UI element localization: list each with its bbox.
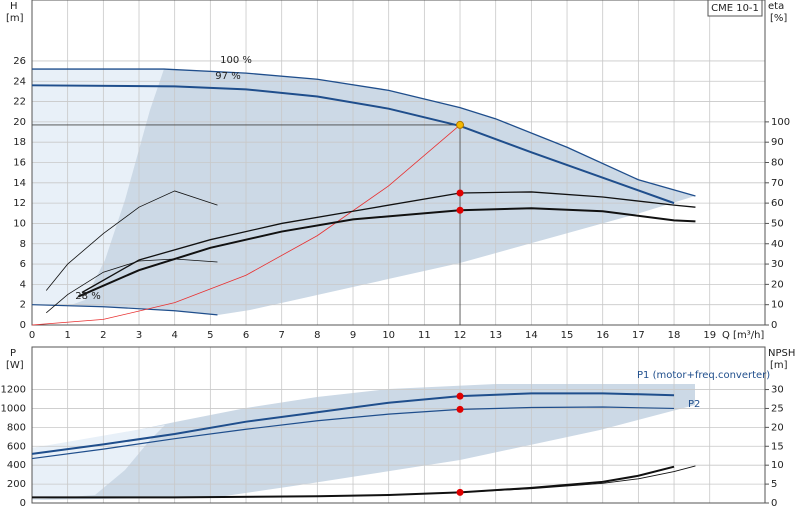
series-line	[31, 406, 675, 460]
y-tick-label: 1000	[1, 403, 26, 414]
y-tick-label: 0	[20, 320, 26, 331]
series-line	[45, 190, 218, 291]
operating-point	[456, 405, 464, 413]
y2-tick-label: 70	[771, 178, 784, 189]
y-tick-label: 10	[13, 218, 26, 229]
series-label: P1 (motor+freq.converter)	[637, 370, 770, 381]
y-tick-label: 22	[13, 97, 26, 108]
y2-tick-label: 30	[771, 259, 784, 270]
y2-tick-label: 15	[771, 441, 784, 452]
series-line	[81, 191, 696, 294]
chart-title: CME 10-1	[711, 3, 759, 14]
y-tick-label: 8	[20, 239, 26, 250]
operating-point	[456, 189, 464, 197]
y-tick-label: 24	[13, 76, 26, 87]
series-line	[460, 465, 696, 493]
x-tick-label: 10	[382, 330, 395, 341]
y-axis-label: P	[10, 348, 16, 359]
y2-tick-label: 25	[771, 403, 784, 414]
y-tick-label: 26	[13, 56, 26, 67]
x-tick-label: 1	[64, 330, 70, 341]
x-tick-label: 0	[29, 330, 35, 341]
title-box	[707, 0, 763, 17]
x-axis-label: Q [m³/h]	[722, 330, 764, 341]
operating-point	[456, 206, 464, 214]
y2-tick-label: 50	[771, 218, 784, 229]
x-tick-label: 6	[243, 330, 249, 341]
y-tick-label: 0	[20, 498, 26, 509]
y2-axis-unit: [m]	[770, 360, 788, 371]
curve-label: 100 %	[220, 55, 252, 66]
series-line	[31, 392, 675, 455]
x-tick-label: 16	[596, 330, 609, 341]
y2-tick-label: 0	[771, 320, 777, 331]
x-tick-label: 3	[136, 330, 142, 341]
plot-frame	[31, 0, 766, 326]
plot-frame	[31, 346, 766, 504]
x-tick-label: 8	[314, 330, 320, 341]
y2-tick-label: 40	[771, 239, 784, 250]
y-tick-label: 14	[13, 178, 26, 189]
x-tick-label: 9	[350, 330, 356, 341]
x-tick-label: 14	[525, 330, 538, 341]
plot-layer: 0 1 2 3 4 5 6 7 8 9 10 11 12 13 14 15 16 17 18 190246810121…	[1, 0, 795, 509]
y-tick-label: 20	[13, 117, 26, 128]
x-tick-label: 2	[100, 330, 106, 341]
range-area	[32, 69, 695, 315]
y-tick-label: 12	[13, 198, 26, 209]
series-line	[32, 68, 696, 197]
x-tick-label: 5	[207, 330, 213, 341]
range-area	[32, 384, 695, 500]
y-axis-unit: [W]	[6, 360, 24, 371]
y-tick-label: 1200	[1, 385, 26, 396]
y-tick-label: 200	[7, 479, 26, 490]
y2-tick-label: 80	[771, 158, 784, 169]
y-tick-label: 800	[7, 422, 26, 433]
y2-axis-label: NPSH	[768, 348, 795, 359]
x-tick-label: 12	[454, 330, 467, 341]
operating-point	[456, 120, 465, 129]
x-tick-label: 4	[171, 330, 177, 341]
y2-tick-label: 20	[771, 279, 784, 290]
curve-label: 97 %	[215, 71, 240, 82]
range-area-light	[32, 69, 164, 306]
y2-axis-label: eta	[768, 1, 784, 12]
y2-tick-label: 30	[771, 385, 784, 396]
y2-axis-unit: [%]	[770, 13, 787, 24]
y-tick-label: 600	[7, 441, 26, 452]
curve-label: 28 %	[75, 291, 100, 302]
x-tick-label: 19	[703, 330, 716, 341]
x-tick-label: 15	[561, 330, 574, 341]
y-tick-label: 18	[13, 137, 26, 148]
operating-point	[456, 488, 464, 496]
y2-tick-label: 100	[771, 117, 790, 128]
y-tick-label: 16	[13, 158, 26, 169]
y2-tick-label: 10	[771, 460, 784, 471]
y-tick-label: 6	[20, 259, 26, 270]
x-tick-label: 11	[418, 330, 431, 341]
series-line	[46, 258, 218, 314]
y-tick-label: 400	[7, 460, 26, 471]
x-tick-label: 18	[668, 330, 681, 341]
y2-tick-label: 0	[771, 498, 777, 509]
y-tick-label: 2	[20, 300, 26, 311]
series-line	[31, 304, 218, 316]
x-tick-label: 17	[632, 330, 645, 341]
x-tick-label: 13	[489, 330, 502, 341]
y-axis-unit: [m]	[6, 13, 24, 24]
operating-point	[456, 392, 464, 400]
y2-tick-label: 90	[771, 137, 784, 148]
y2-tick-label: 20	[771, 422, 784, 433]
series-label: P2	[688, 399, 700, 410]
y-axis-label: H	[10, 1, 18, 12]
y2-tick-label: 5	[771, 479, 777, 490]
x-tick-label: 7	[278, 330, 284, 341]
y-tick-label: 4	[20, 279, 26, 290]
series-line	[31, 84, 675, 205]
series-line	[31, 124, 461, 326]
y2-tick-label: 60	[771, 198, 784, 209]
range-area-light	[32, 425, 165, 500]
y2-tick-label: 10	[771, 300, 784, 311]
